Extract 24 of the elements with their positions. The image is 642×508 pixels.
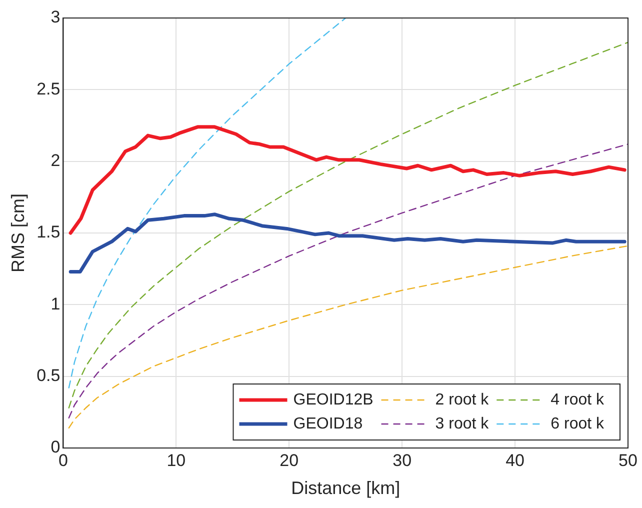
- y-axis-title: RMS [cm]: [8, 194, 28, 272]
- x-tick-label: 20: [280, 450, 299, 470]
- legend-label: GEOID12B: [293, 391, 374, 408]
- legend-label: 6 root k: [550, 415, 605, 432]
- x-tick-label: 10: [166, 450, 186, 470]
- legend-label: 3 root k: [435, 415, 490, 432]
- y-tick-label: 2.5: [36, 79, 60, 98]
- y-tick-label: 2: [50, 151, 60, 170]
- legend-label: 4 root k: [550, 391, 605, 408]
- x-tick-label: 30: [392, 450, 412, 470]
- line-series: [68, 144, 628, 418]
- y-tick-label: 1: [50, 294, 60, 314]
- x-axis-title: Distance [km]: [291, 478, 400, 498]
- legend-label: GEOID18: [293, 415, 363, 432]
- line-series: [68, 245, 628, 429]
- legend-label: 2 root k: [435, 391, 490, 408]
- line-series: [68, 18, 346, 388]
- x-tick-label: 50: [618, 450, 638, 470]
- y-tick-label: 0.5: [36, 366, 60, 386]
- x-tick-label: 40: [506, 450, 525, 470]
- y-tick-label: 0: [50, 438, 60, 457]
- y-tick-label: 1.5: [36, 222, 60, 242]
- y-tick-label: 3: [50, 8, 60, 27]
- line-series: [68, 42, 628, 408]
